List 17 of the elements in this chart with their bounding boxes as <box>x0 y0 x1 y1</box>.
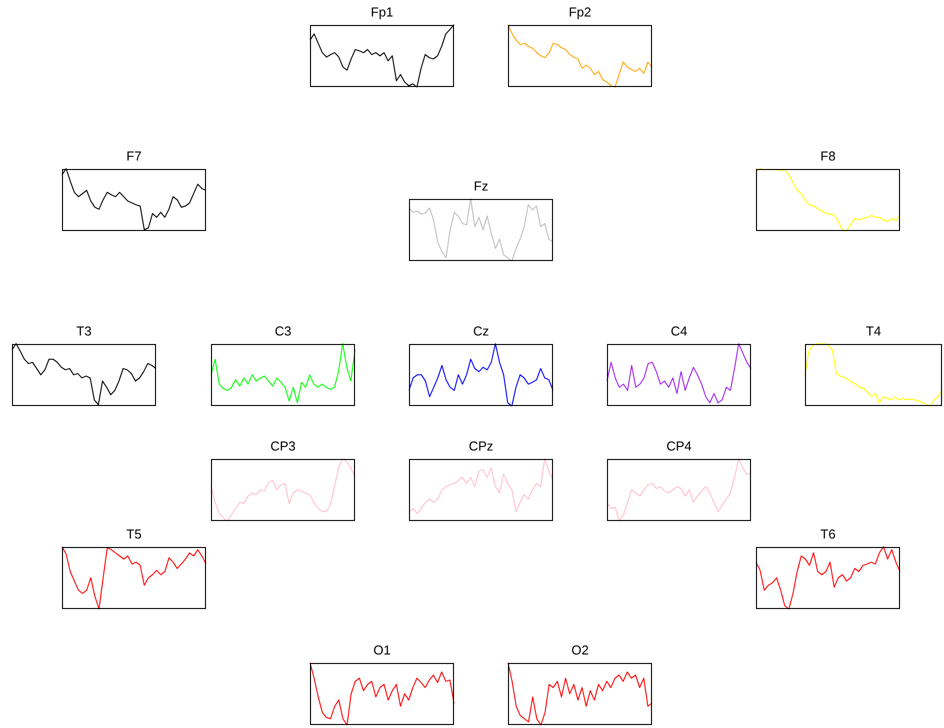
chart-title: C4 <box>670 323 688 338</box>
chart-title: CPz <box>468 438 494 454</box>
chart-title: T6 <box>820 526 836 542</box>
chart-title: Cz <box>473 323 489 338</box>
chart-title: T4 <box>866 323 882 338</box>
chart-title: O1 <box>373 642 391 658</box>
chart-title: T3 <box>76 323 92 338</box>
chart-title: O2 <box>571 642 589 658</box>
chart-title: T5 <box>126 526 142 542</box>
chart-title: CP3 <box>270 438 296 454</box>
chart-title: F7 <box>126 148 142 164</box>
chart-title: Fp2 <box>568 4 592 20</box>
chart-title: F8 <box>820 148 836 164</box>
chart-title: Fp1 <box>370 4 394 20</box>
chart-title: CP4 <box>666 438 692 454</box>
chart-title: C3 <box>274 323 292 338</box>
chart-title: Fz <box>474 178 488 194</box>
